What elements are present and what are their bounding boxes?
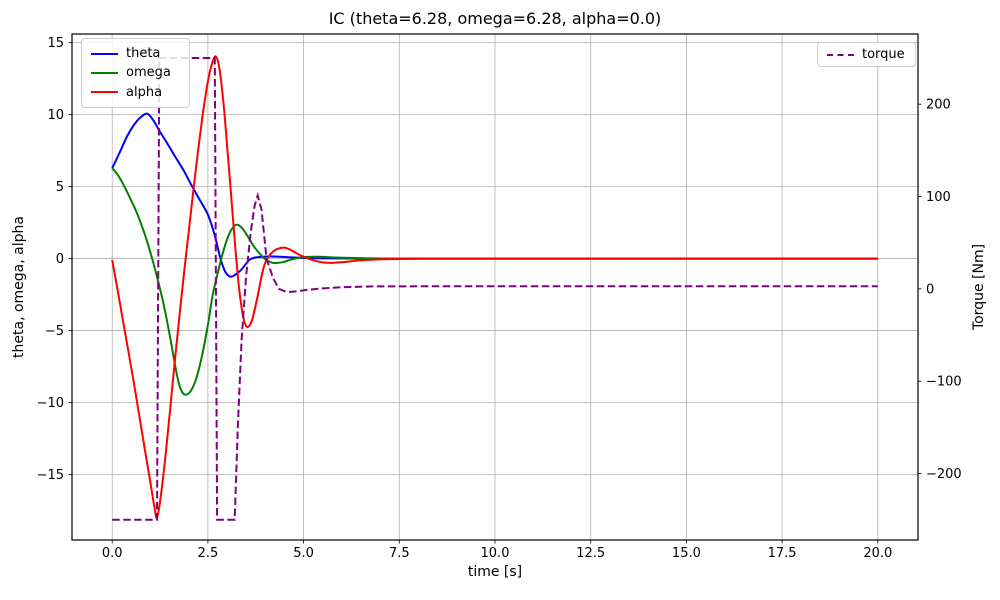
legend-item-omega: omega	[91, 63, 179, 82]
alpha-line-sample	[91, 91, 118, 94]
y-right-tick-label: −100	[926, 375, 962, 390]
x-tick-label: 17.5	[768, 546, 797, 561]
legend-right: torque	[817, 42, 916, 67]
x-tick-label: 5.0	[293, 546, 314, 561]
legend-label-torque: torque	[862, 47, 905, 62]
y-left-tick-label: 15	[47, 36, 64, 51]
torque-line-sample	[827, 53, 854, 56]
theta-line-sample	[91, 52, 118, 55]
chart-title: IC (theta=6.28, omega=6.28, alpha=0.0)	[328, 9, 662, 28]
legend-item-theta: theta	[91, 44, 179, 63]
y-left-tick-label: −5	[45, 324, 64, 339]
x-tick-label: 0.0	[102, 546, 123, 561]
y-right-tick-label: 200	[926, 98, 951, 113]
y-left-tick-label: −15	[37, 468, 64, 483]
ticks: 0.0 2.5 5.0 7.5 10.0 12.5 15.0 17.5 20.0 15 10 5 0 −5…	[37, 36, 962, 561]
y-left-tick-label: 10	[47, 108, 64, 123]
legend-label-theta: theta	[126, 46, 161, 62]
legend-label-alpha: alpha	[126, 84, 163, 100]
x-tick-label: 2.5	[198, 546, 219, 561]
legend-left: theta omega alpha	[81, 38, 190, 108]
curves	[111, 55, 878, 521]
omega-line-sample	[91, 71, 118, 74]
y-left-tick-label: −10	[37, 396, 64, 411]
plot-border	[71, 33, 919, 541]
x-tick-label: 7.5	[389, 546, 410, 561]
y-right-tick-label: 100	[926, 190, 951, 205]
series-torque-line	[112, 57, 878, 521]
x-tick-label: 12.5	[576, 546, 605, 561]
series-alpha-line	[111, 55, 878, 519]
legend-label-omega: omega	[126, 65, 171, 81]
x-axis-label: time [s]	[467, 564, 523, 580]
y-axis-label-right: Torque [Nm]	[971, 243, 987, 331]
x-tick-label: 10.0	[481, 546, 510, 561]
legend-item-torque: torque	[827, 47, 905, 62]
legend-item-alpha: alpha	[91, 83, 179, 102]
y-left-tick-label: 5	[56, 180, 64, 195]
y-left-tick-label: 0	[56, 252, 64, 267]
y-right-tick-label: −200	[926, 467, 962, 482]
y-right-tick-label: 0	[926, 282, 934, 297]
x-tick-label: 15.0	[672, 546, 701, 561]
x-tick-label: 20.0	[863, 546, 892, 561]
y-axis-label-left: theta, omega, alpha	[11, 216, 27, 358]
